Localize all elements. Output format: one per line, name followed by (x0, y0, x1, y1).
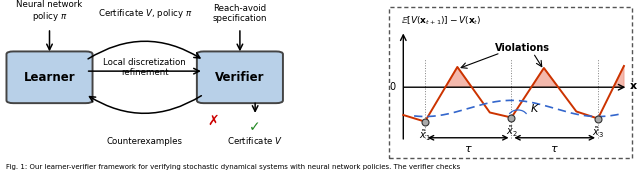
Text: Local discretization
refinement: Local discretization refinement (103, 58, 186, 77)
Text: 0: 0 (390, 82, 396, 92)
Text: Certificate $V$: Certificate $V$ (227, 135, 283, 146)
Text: $\mathbb{E}[V(\mathbf{x}_{t+1})] - V(\mathbf{x}_t)$: $\mathbb{E}[V(\mathbf{x}_{t+1})] - V(\ma… (401, 14, 481, 27)
Text: Violations: Violations (495, 43, 550, 53)
FancyBboxPatch shape (389, 6, 632, 158)
Text: $\tau$: $\tau$ (464, 144, 472, 154)
Text: Reach-avoid
specification: Reach-avoid specification (212, 4, 267, 23)
Text: Certificate $V$, policy $\pi$: Certificate $V$, policy $\pi$ (97, 7, 192, 20)
FancyBboxPatch shape (6, 51, 93, 103)
Text: $\tilde{x}_3$: $\tilde{x}_3$ (592, 126, 604, 140)
FancyBboxPatch shape (197, 51, 283, 103)
Text: $\tilde{x}_2$: $\tilde{x}_2$ (506, 125, 517, 139)
Text: Verifier: Verifier (215, 71, 265, 84)
Text: Fig. 1: Our learner-verifier framework for verifying stochastic dynamical system: Fig. 1: Our learner-verifier framework f… (6, 164, 461, 170)
Text: Counterexamples: Counterexamples (107, 137, 182, 146)
Text: $\tilde{x}_1$: $\tilde{x}_1$ (419, 129, 431, 143)
Text: $\mathbf{x}$: $\mathbf{x}$ (629, 81, 638, 91)
Text: Learner: Learner (24, 71, 76, 84)
Text: Neural network
policy $\pi$: Neural network policy $\pi$ (17, 0, 83, 23)
Text: $\tau$: $\tau$ (550, 144, 559, 154)
Text: ✗: ✗ (207, 113, 219, 127)
Text: $K$: $K$ (530, 102, 540, 114)
Text: ✓: ✓ (250, 120, 261, 134)
